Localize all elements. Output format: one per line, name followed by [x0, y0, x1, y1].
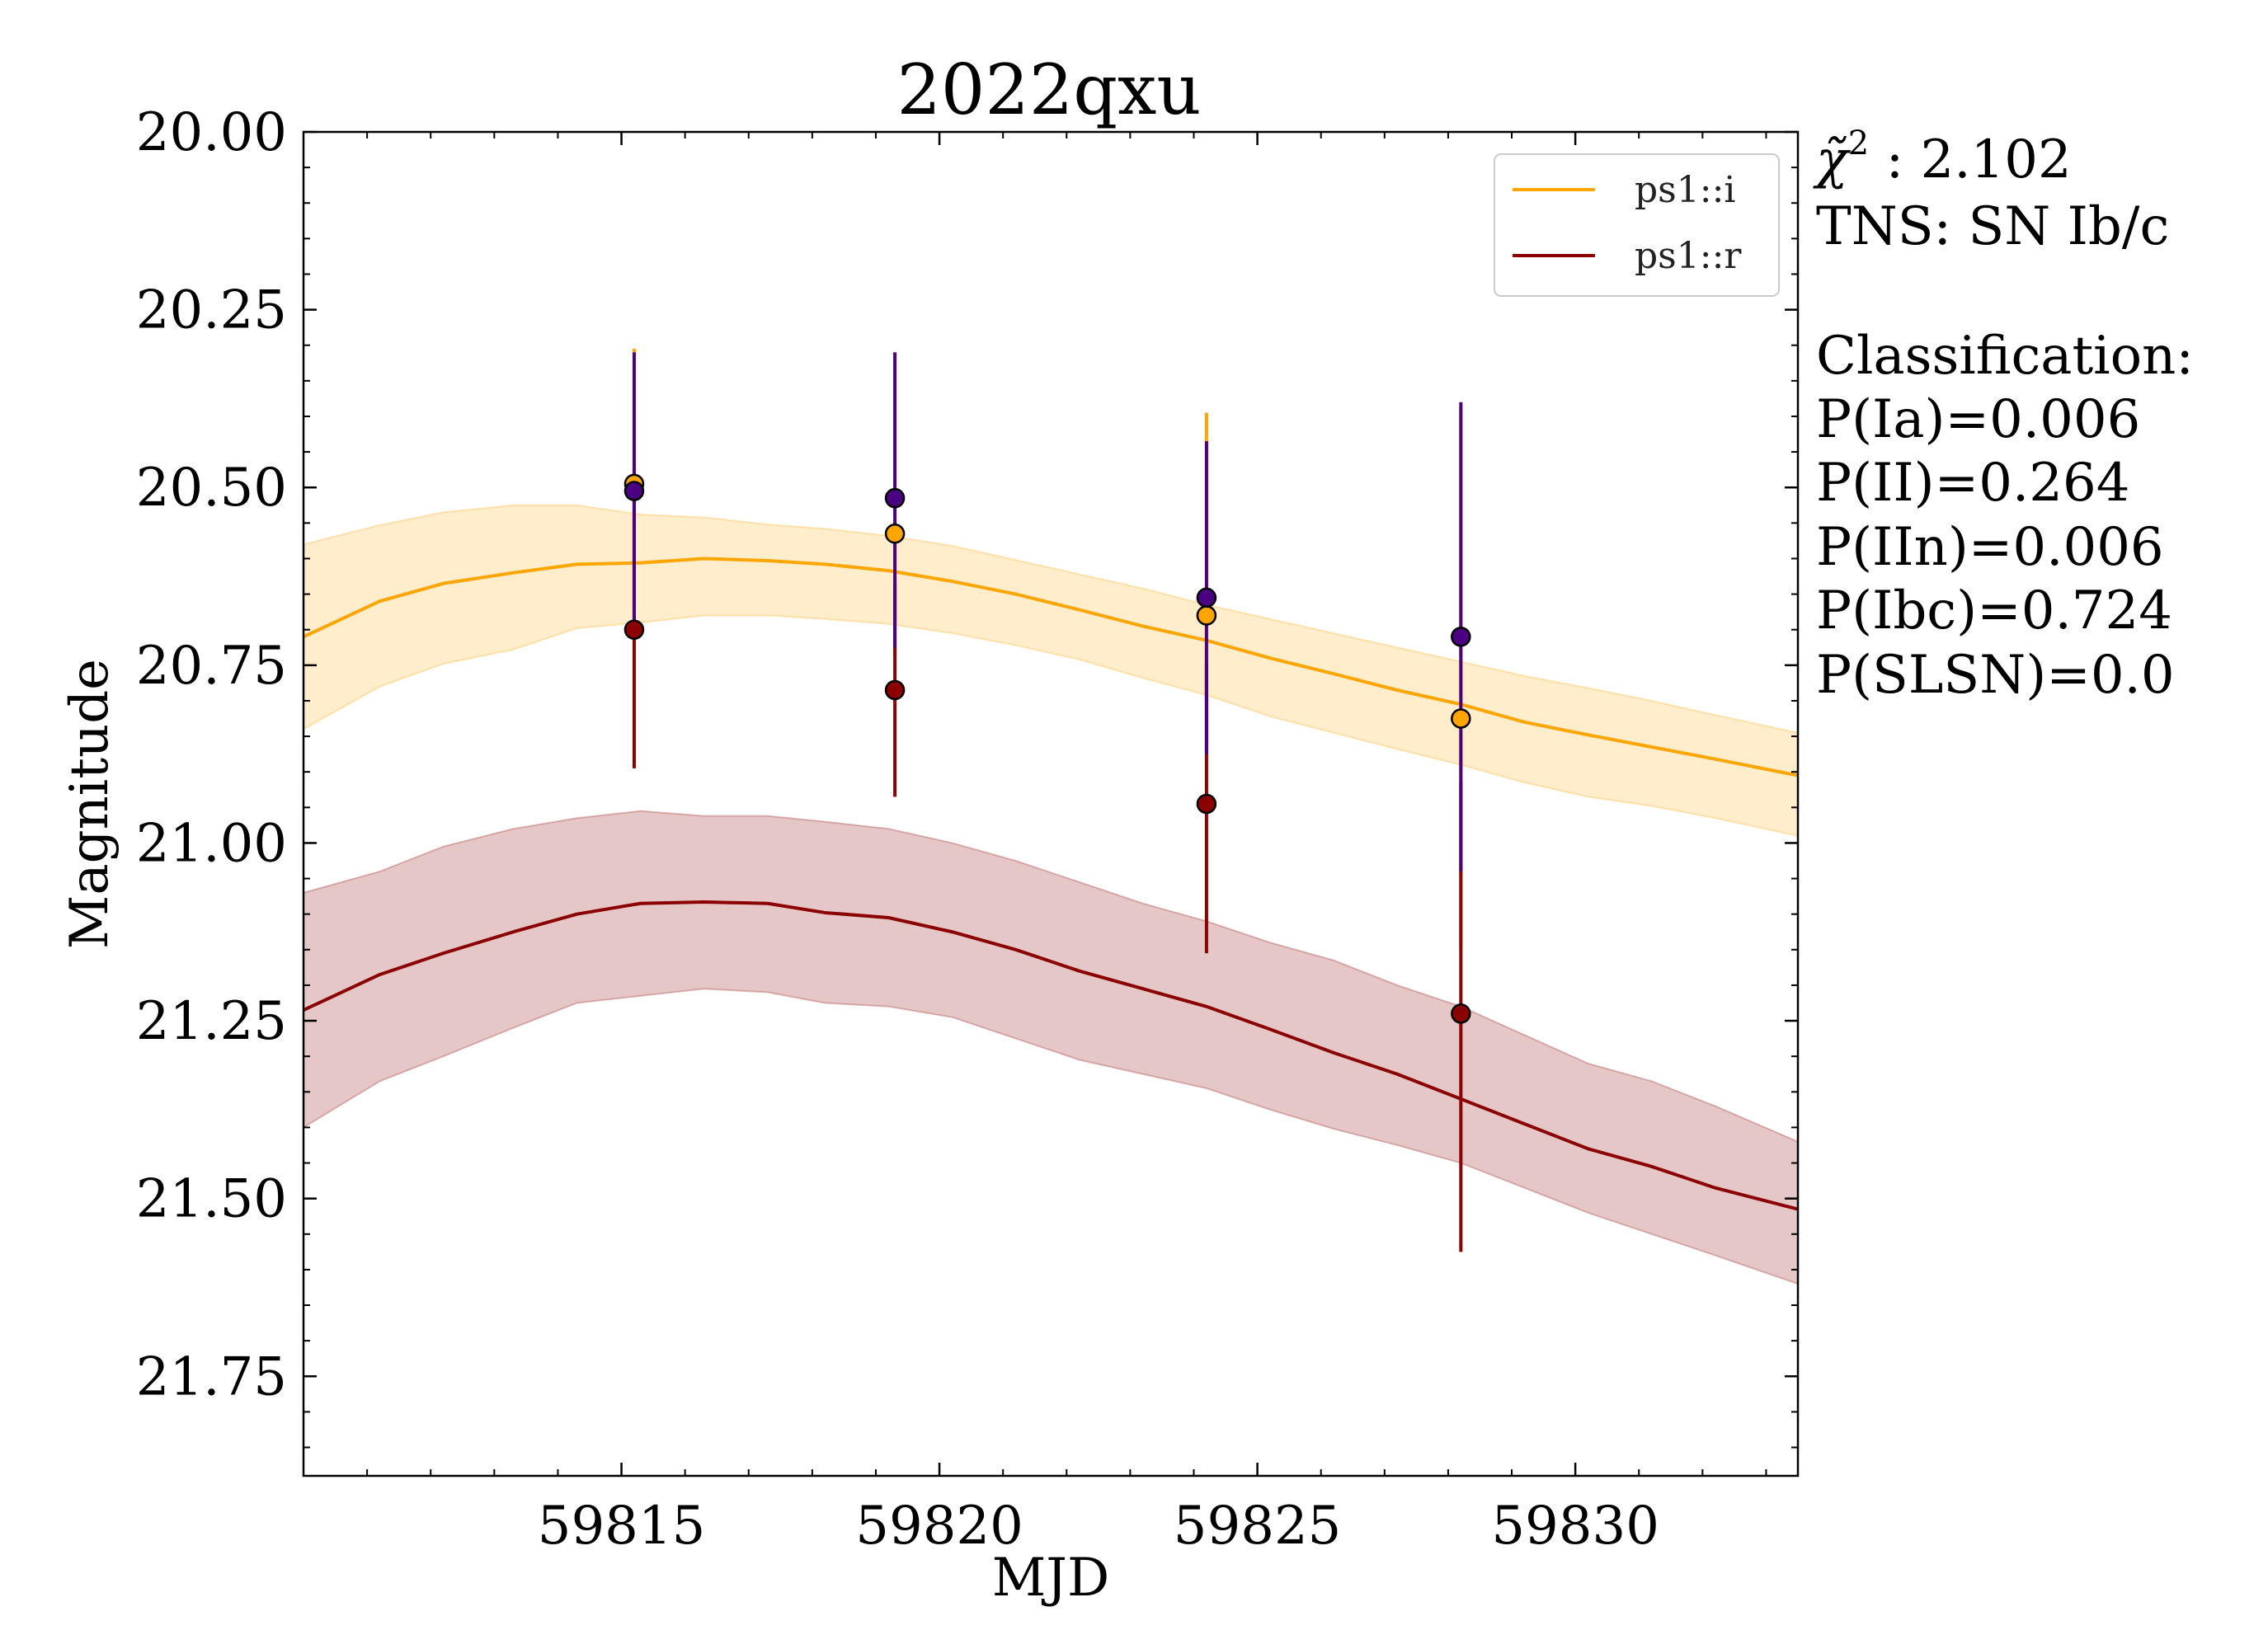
classification-header: Classification:: [1816, 326, 2194, 387]
prob-ia: P(Ia)=0.006: [1816, 389, 2140, 450]
y-tick-label: 20.75: [136, 636, 287, 697]
chi2-value: 2.102: [1920, 129, 2071, 190]
info-panel: χ̃2 : 2.102 TNS: SN Ib/c Classification:…: [1813, 124, 2194, 706]
x-axis-label: MJD: [992, 1548, 1110, 1609]
model-line-ps1-i: [303, 557, 1798, 778]
data-point-ps1-r: [1451, 1003, 1471, 1024]
data-point-ps1-r: [884, 679, 906, 701]
legend: ps1::i ps1::r: [1494, 153, 1780, 297]
data-point-observed: [884, 487, 906, 509]
data-point-ps1-r: [1196, 793, 1217, 815]
y-tick-label: 20.00: [136, 102, 287, 163]
prob-ibc: P(Ibc)=0.724: [1816, 580, 2172, 641]
prob-ii: P(II)=0.264: [1816, 453, 2129, 514]
model-band-ps1-r: [303, 810, 1798, 1285]
legend-label-ps1-i: ps1::i: [1635, 169, 1735, 211]
tns-classification: TNS: SN Ib/c: [1816, 196, 2169, 257]
data-point-ps1-r: [623, 619, 645, 640]
y-axis-label: Magnitude: [59, 659, 120, 949]
x-tick-label: 59820: [855, 1496, 1023, 1557]
x-tick-label: 59830: [1491, 1496, 1659, 1557]
data-point-ps1-i: [884, 524, 906, 544]
chart-title: 2022qxu: [896, 49, 1201, 130]
y-tick-label: 21.75: [136, 1346, 287, 1407]
data-point-observed: [1196, 587, 1217, 608]
plot-frame: [302, 130, 1800, 1478]
axis-ticks: 59815 59820 59825 59830 20.00 20.25 20.50 20.75…: [136, 102, 1798, 1557]
y-tick-label: 20.25: [136, 280, 287, 341]
model-band-ps1-i: [303, 504, 1798, 837]
prob-iin: P(IIn)=0.006: [1816, 517, 2164, 578]
y-tick-label: 21.25: [136, 991, 287, 1052]
legend-label-ps1-r: ps1::r: [1635, 235, 1742, 277]
model-bands: [303, 504, 1798, 1285]
data-point-observed: [1451, 627, 1471, 647]
y-tick-label: 20.50: [136, 458, 287, 519]
model-line-ps1-r: [303, 900, 1798, 1211]
data-point-observed: [623, 481, 645, 501]
plot-area: [303, 349, 1798, 1285]
chi2-label: χ̃2 : 2.102: [1813, 124, 2072, 190]
data-point-ps1-i: [1451, 708, 1471, 729]
y-tick-label: 21.00: [136, 813, 287, 874]
x-tick-label: 59825: [1174, 1496, 1342, 1557]
data-points: [623, 473, 1471, 1024]
model-lines: [303, 557, 1798, 1211]
y-tick-label: 21.50: [136, 1169, 287, 1230]
data-point-ps1-i: [1196, 605, 1217, 626]
x-tick-label: 59815: [538, 1496, 706, 1557]
prob-slsn: P(SLSN)=0.0: [1816, 645, 2175, 706]
